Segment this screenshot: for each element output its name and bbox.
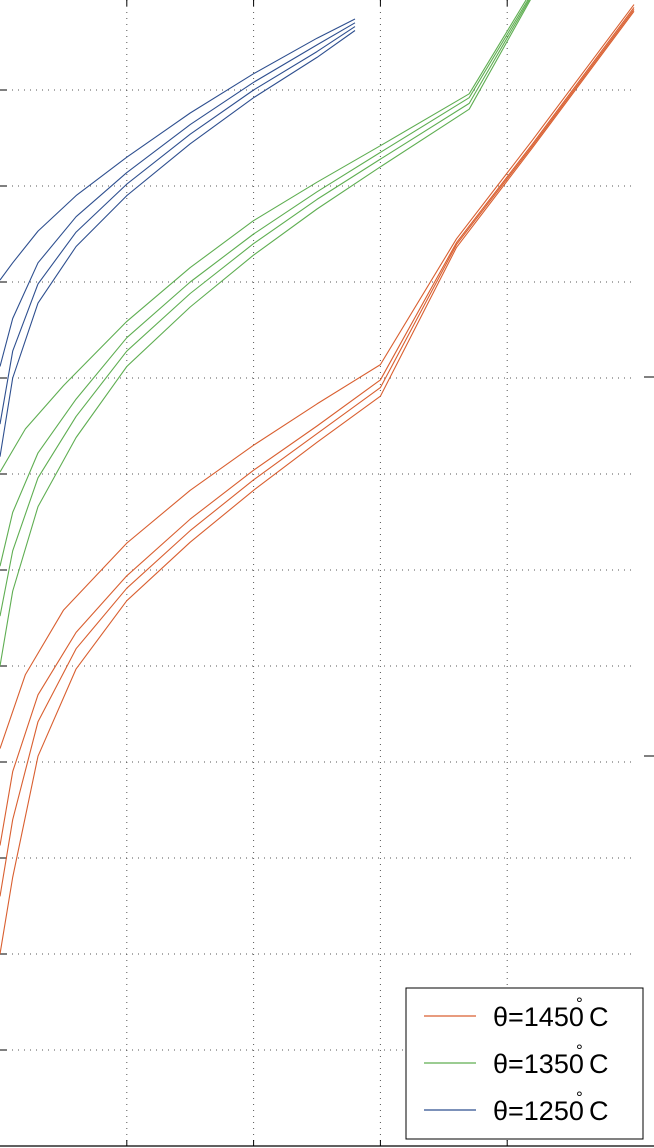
legend: θ=1450° Cθ=1350° Cθ=1250° C	[405, 987, 644, 1140]
series-line-2	[0, 7, 635, 846]
series-line-9	[0, 18, 356, 281]
legend-unit: C	[589, 1002, 609, 1032]
series-line-1	[0, 4, 635, 749]
series-line-3	[0, 9, 635, 897]
legend-unit: C	[589, 1096, 609, 1126]
legend-unit: C	[589, 1049, 609, 1079]
series-line-5	[0, 0, 527, 473]
series-line-8	[0, 0, 531, 667]
legend-degree-mark: °	[576, 994, 583, 1013]
series-line-12	[0, 30, 356, 457]
grid	[0, 0, 634, 1146]
legend-label: θ=1350	[493, 1049, 584, 1079]
series-line-4	[0, 10, 635, 955]
series-group	[0, 0, 635, 955]
series-line-10	[0, 22, 356, 367]
legend-label: θ=1450	[493, 1002, 584, 1032]
legend-degree-mark: °	[576, 1088, 583, 1107]
series-line-6	[0, 0, 529, 567]
series-line-11	[0, 26, 356, 425]
legend-label: θ=1250	[493, 1096, 584, 1126]
series-line-7	[0, 0, 530, 617]
legend-degree-mark: °	[576, 1041, 583, 1060]
